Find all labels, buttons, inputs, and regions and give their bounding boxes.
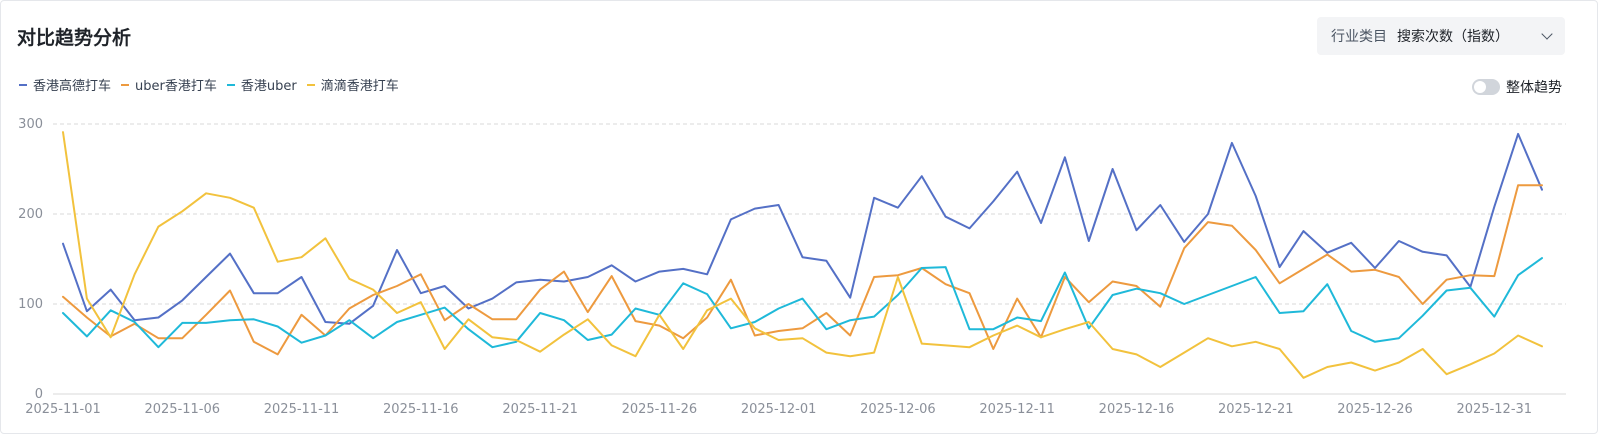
x-tick-label-3: 2025-11-16: [383, 402, 459, 417]
legend-item-3[interactable]: 滴滴香港打车: [306, 75, 399, 94]
x-tick-label-5: 2025-11-26: [622, 402, 698, 417]
chart-legend: 香港高德打车 uber香港打车 香港uber 滴滴香港打车: [19, 75, 409, 94]
y-tick-label-2: 200: [18, 207, 43, 222]
overall-trend-toggle[interactable]: [1472, 79, 1500, 95]
selector-category: 行业类目: [1331, 29, 1387, 45]
x-tick-label-1: 2025-11-06: [144, 402, 220, 417]
series-line-0: [62, 132, 1543, 325]
legend-swatch-1: [121, 83, 130, 86]
legend-label-1: uber香港打车: [135, 79, 217, 94]
x-tick-label-10: 2025-12-21: [1218, 402, 1294, 417]
legend-swatch-0: [19, 83, 27, 86]
legend-swatch-3: [306, 83, 315, 86]
x-tick-label-6: 2025-12-01: [741, 402, 817, 417]
series-line-2: [62, 257, 1543, 349]
x-tick-label-7: 2025-12-06: [860, 402, 936, 417]
series-line-3: [62, 131, 1543, 379]
legend-label-2: 香港uber: [240, 79, 297, 94]
x-tick-label-0: 2025-11-01: [25, 402, 101, 417]
page-title: 对比趋势分析: [17, 27, 132, 49]
overall-trend-toggle-wrap: 整体趋势: [1472, 77, 1562, 97]
selector-value: 搜索次数（指数）: [1397, 29, 1509, 45]
legend-label-0: 香港高德打车: [33, 79, 112, 94]
legend-swatch-2: [226, 83, 235, 86]
x-tick-label-4: 2025-11-21: [502, 402, 578, 417]
metric-selector[interactable]: 行业类目 搜索次数（指数）: [1317, 17, 1565, 55]
x-tick-label-12: 2025-12-31: [1457, 402, 1533, 417]
x-tick-label-8: 2025-12-11: [979, 402, 1055, 417]
y-tick-label-1: 100: [18, 297, 43, 312]
x-tick-label-11: 2025-12-26: [1337, 402, 1413, 417]
legend-label-3: 滴滴香港打车: [320, 79, 399, 94]
y-tick-label-3: 300: [18, 117, 43, 132]
y-tick-label-0: 0: [35, 387, 43, 402]
x-tick-label-2: 2025-11-11: [264, 402, 340, 417]
x-tick-label-9: 2025-12-16: [1099, 402, 1175, 417]
legend-item-1[interactable]: uber香港打车: [121, 75, 217, 94]
overall-trend-label: 整体趋势: [1506, 80, 1562, 96]
legend-item-2[interactable]: 香港uber: [226, 75, 297, 94]
legend-item-0[interactable]: 香港高德打车: [19, 75, 111, 94]
series-line-1: [62, 184, 1543, 356]
